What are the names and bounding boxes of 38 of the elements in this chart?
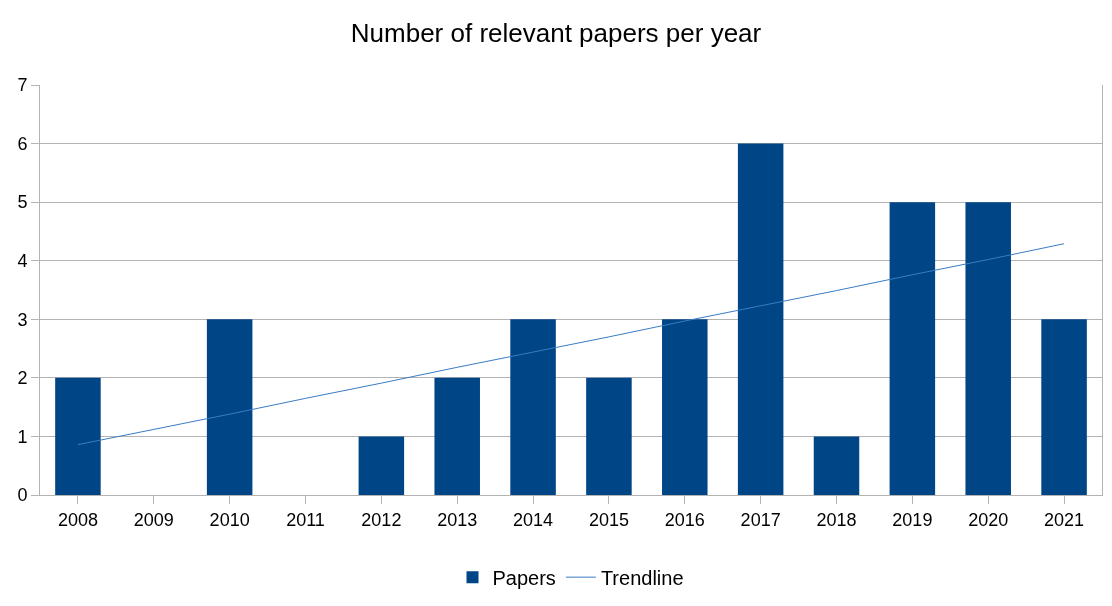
bar [55,377,101,495]
legend-label: Papers [492,566,556,589]
y-tick-label: 5 [17,192,28,213]
x-tick-label: 2010 [209,509,250,530]
bar [206,319,253,495]
x-tick-label: 2008 [57,509,98,530]
y-tick-label: 6 [17,133,28,154]
x-tick-label: 2013 [437,509,478,530]
x-tick-label: 2021 [1044,509,1085,530]
bar [434,377,480,495]
x-tick-label: 2017 [740,509,781,530]
x-tick-label: 2014 [513,509,554,530]
bar [662,319,708,495]
y-tick-label: 1 [17,426,28,447]
bar [889,202,936,495]
x-tick-label: 2020 [968,509,1009,530]
y-tick-label: 7 [17,75,28,96]
x-tick-label: 2012 [361,509,402,530]
y-tick-label: 0 [17,485,28,506]
bar [813,436,860,495]
chart-title: Number of relevant papers per year [350,18,762,49]
y-tick-label: 4 [17,251,28,272]
legend-label: Trendline [600,566,684,589]
y-tick-label: 2 [17,368,28,389]
bar [1041,319,1087,495]
x-tick-label: 2019 [892,509,933,530]
x-tick-label: 2011 [286,509,325,530]
x-tick-label: 2018 [816,509,857,530]
bar [586,377,632,495]
x-tick-label: 2016 [664,509,705,530]
bar [737,143,784,495]
bar [358,436,405,495]
y-tick-label: 3 [17,309,28,330]
line-series [77,243,1065,446]
bar [510,319,556,495]
x-tick-label: 2015 [588,509,629,530]
bar [965,202,1011,495]
x-tick-label: 2009 [133,509,174,530]
